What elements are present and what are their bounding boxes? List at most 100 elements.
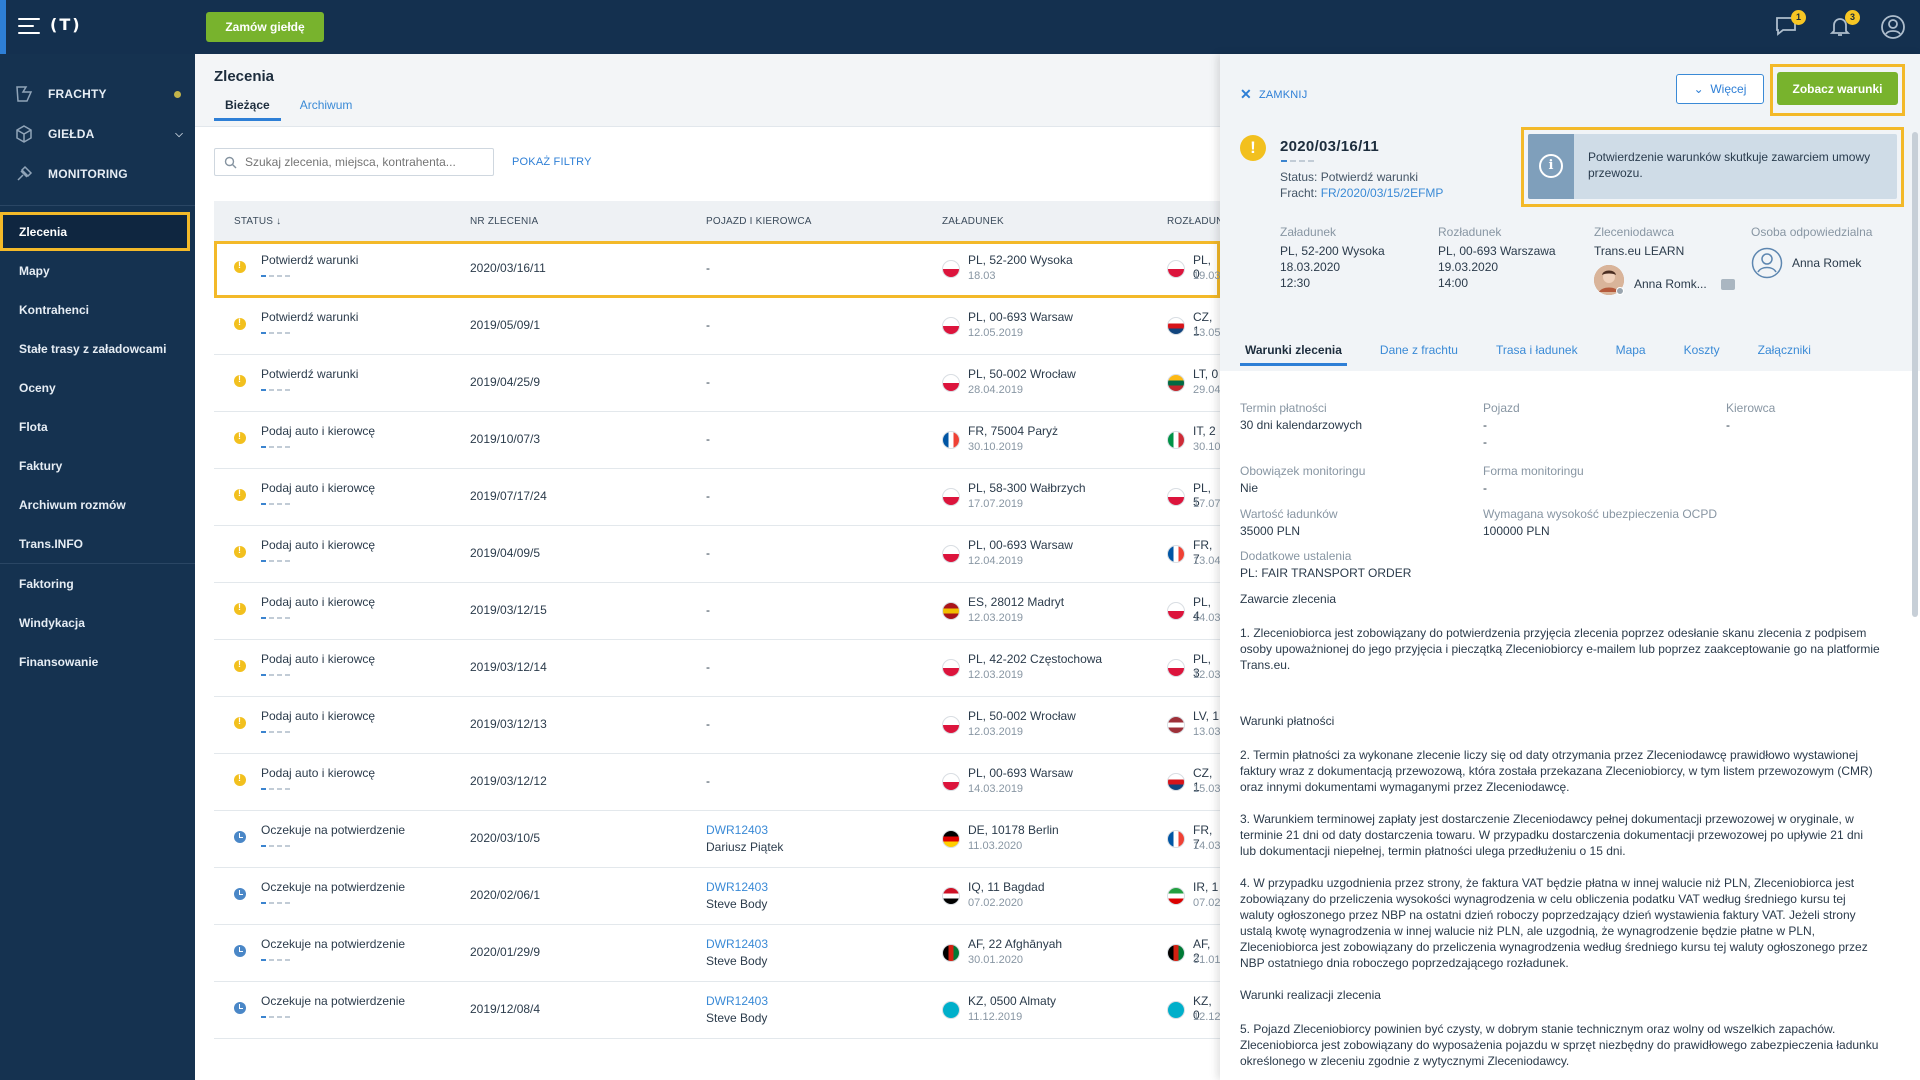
sidebar-item-monitoring[interactable]: MONITORING — [0, 154, 195, 194]
tab-koszty[interactable]: Koszty — [1683, 343, 1720, 357]
search-field[interactable] — [214, 148, 494, 176]
table-row[interactable]: Podaj auto i kierowcę 2019/04/09/5 - PL, 00… — [214, 526, 1221, 583]
table-row[interactable]: Oczekuje na potwierdzenie 2020/02/06/1 DWR… — [214, 868, 1221, 925]
sidebar-item-trans-info[interactable]: Trans.INFO — [19, 536, 84, 551]
avatar[interactable] — [1594, 265, 1624, 295]
panel-scrollbar[interactable] — [1912, 132, 1918, 617]
app-logo[interactable]: (T) — [50, 15, 82, 34]
flag-icon-pl — [942, 260, 960, 278]
search-input[interactable] — [245, 155, 475, 169]
order-number[interactable]: 2019/10/07/3 — [470, 432, 541, 446]
order-number[interactable]: 2019/04/25/9 — [470, 375, 541, 389]
table-row[interactable]: Potwierdź warunki 2019/04/25/9 - PL, 50-002… — [214, 355, 1221, 412]
user-account-icon[interactable] — [1880, 14, 1906, 40]
flag-icon-kz — [942, 1001, 960, 1019]
vehicle-link[interactable]: DWR12403 — [706, 880, 769, 894]
vehicle-field: Pojazd - - — [1483, 400, 1520, 451]
table-row[interactable]: Podaj auto i kierowcę 2019/07/17/24 - PL, 5… — [214, 469, 1221, 526]
see-terms-button[interactable]: Zobacz warunki — [1777, 72, 1898, 105]
table-row[interactable]: Podaj auto i kierowcę 2019/03/12/12 - PL, 0… — [214, 754, 1221, 811]
menu-icon[interactable] — [18, 18, 40, 34]
order-number[interactable]: 2019/03/12/12 — [470, 774, 547, 788]
column-status[interactable]: STATUS ↓ — [234, 215, 282, 227]
tab-mapa[interactable]: Mapa — [1615, 343, 1646, 357]
more-button[interactable]: ⌄ Więcej — [1676, 74, 1764, 104]
table-row[interactable]: Oczekuje na potwierdzenie 2019/12/08/4 DWR… — [214, 982, 1221, 1039]
tab-archiwum[interactable]: Archiwum — [299, 98, 353, 112]
show-filters-link[interactable]: POKAŻ FILTRY — [512, 156, 592, 168]
tab-zalaczniki[interactable]: Załączniki — [1757, 343, 1811, 357]
table-row[interactable]: Potwierdź warunki 2020/03/16/11 - PL, 52-20… — [214, 241, 1221, 298]
client-info: Zleceniodawca Trans.eu LEARN — [1594, 224, 1744, 259]
sidebar-item-gielda[interactable]: GIEŁDA ⌵ — [0, 114, 195, 154]
order-detail-panel: ✕ ZAMKNIJ ⌄ Więcej Zobacz warunki ! 2020… — [1220, 54, 1920, 1080]
close-panel-link[interactable]: ✕ ZAMKNIJ — [1240, 86, 1307, 103]
tab-dane-z-frachtu[interactable]: Dane z frachtu — [1379, 343, 1458, 357]
sidebar-item-frachty[interactable]: FRACHTY — [0, 74, 195, 114]
order-number[interactable]: 2020/03/10/5 — [470, 831, 541, 845]
table-row[interactable]: Podaj auto i kierowcę 2019/03/12/14 - PL, 4… — [214, 640, 1221, 697]
order-number[interactable]: 2019/07/17/24 — [470, 489, 547, 503]
column-unloading[interactable]: ROZŁADUNEK — [1167, 215, 1238, 227]
order-number[interactable]: 2020/02/06/1 — [470, 888, 541, 902]
client-name[interactable]: Trans.eu LEARN — [1594, 244, 1685, 258]
tab-warunki-zlecenia[interactable]: Warunki zlecenia — [1240, 343, 1347, 366]
column-order-no[interactable]: NR ZLECENIA — [470, 215, 539, 227]
flag-icon-pl — [942, 317, 960, 335]
freight-link[interactable]: FR/2020/03/15/2EFMP — [1320, 186, 1444, 200]
tab-trasa-i-ladunek[interactable]: Trasa i ładunek — [1495, 343, 1578, 357]
order-number[interactable]: 2019/12/08/4 — [470, 1002, 541, 1016]
responsible-info: Osoba odpowiedzialna — [1751, 224, 1901, 243]
flag-icon-pl — [1167, 602, 1185, 620]
table-row[interactable]: Podaj auto i kierowcę 2019/10/07/3 - FR, 75… — [214, 412, 1221, 469]
order-number[interactable]: 2019/03/12/13 — [470, 717, 547, 731]
sidebar-item-windykacja[interactable]: Windykacja — [19, 615, 85, 630]
sidebar-item-faktury[interactable]: Faktury — [19, 458, 63, 473]
loading-date: 12.03.2019 — [968, 669, 1024, 681]
chevron-down-icon[interactable]: ⌵ — [175, 128, 183, 140]
notifications-badge: 3 — [1845, 10, 1860, 25]
order-exchange-button[interactable]: Zamów giełdę — [206, 12, 324, 42]
order-number[interactable]: 2020/01/29/9 — [470, 945, 541, 959]
unloading-place: AF, 2 — [1193, 937, 1211, 965]
vehicle-empty: - — [706, 774, 710, 788]
chat-icon[interactable] — [1721, 279, 1735, 290]
vehicle-link[interactable]: DWR12403 — [706, 937, 769, 951]
sidebar-item-faktoring[interactable]: Faktoring — [19, 576, 74, 591]
loading-label: Załadunek — [1280, 225, 1337, 239]
highlight-frame: i Potwierdzenie warunków skutkuje zawarc… — [1521, 127, 1904, 207]
table-row[interactable]: Podaj auto i kierowcę 2019/03/12/15 - ES, 2… — [214, 583, 1221, 640]
table-row[interactable]: Potwierdź warunki 2019/05/09/1 - PL, 00-693… — [214, 298, 1221, 355]
order-number[interactable]: 2020/03/16/11 — [470, 261, 546, 275]
unloading-date: 19.03 — [1193, 270, 1221, 282]
sidebar-item-flota[interactable]: Flota — [19, 419, 48, 434]
sidebar-item-archiwum-rozmow[interactable]: Archiwum rozmów — [19, 497, 126, 512]
order-number[interactable]: 2019/05/09/1 — [470, 318, 541, 332]
sidebar-item-oceny[interactable]: Oceny — [19, 380, 56, 395]
field-value: 100000 PLN — [1483, 524, 1550, 538]
sidebar-item-stale-trasy[interactable]: Stałe trasy z załadowcami — [19, 341, 167, 356]
sidebar-item-finansowanie[interactable]: Finansowanie — [19, 654, 99, 669]
sidebar-item-mapy[interactable]: Mapy — [19, 263, 50, 278]
bell-icon[interactable]: 3 — [1828, 10, 1860, 40]
messages-icon[interactable]: 1 — [1774, 10, 1806, 40]
sidebar-item-kontrahenci[interactable]: Kontrahenci — [19, 302, 90, 317]
client-person[interactable]: Anna Romk... — [1634, 277, 1707, 291]
progress-dashes — [261, 560, 293, 562]
order-number[interactable]: 2019/04/09/5 — [470, 546, 541, 560]
column-vehicle-driver[interactable]: POJAZD I KIEROWCA — [706, 215, 812, 227]
tab-biezace[interactable]: Bieżące — [214, 98, 281, 121]
table-row[interactable]: Oczekuje na potwierdzenie 2020/01/29/9 DWR… — [214, 925, 1221, 982]
table-row[interactable]: Podaj auto i kierowcę 2019/03/12/13 - PL, 5… — [214, 697, 1221, 754]
order-number[interactable]: 2019/03/12/15 — [470, 603, 547, 617]
order-number[interactable]: 2019/03/12/14 — [470, 660, 547, 674]
close-icon[interactable]: ✕ — [1240, 86, 1252, 102]
table-row[interactable]: Oczekuje na potwierdzenie 2020/03/10/5 DWR… — [214, 811, 1221, 868]
vehicle-link[interactable]: DWR12403 — [706, 823, 769, 837]
field-label: Pojazd — [1483, 401, 1520, 415]
vehicle-link[interactable]: DWR12403 — [706, 994, 769, 1008]
unloading-place: LT, 0 — [1193, 367, 1219, 381]
column-loading[interactable]: ZAŁADUNEK — [942, 215, 1004, 227]
progress-dashes — [261, 1016, 293, 1018]
sidebar-item-zlecenia[interactable]: Zlecenia — [0, 212, 190, 251]
